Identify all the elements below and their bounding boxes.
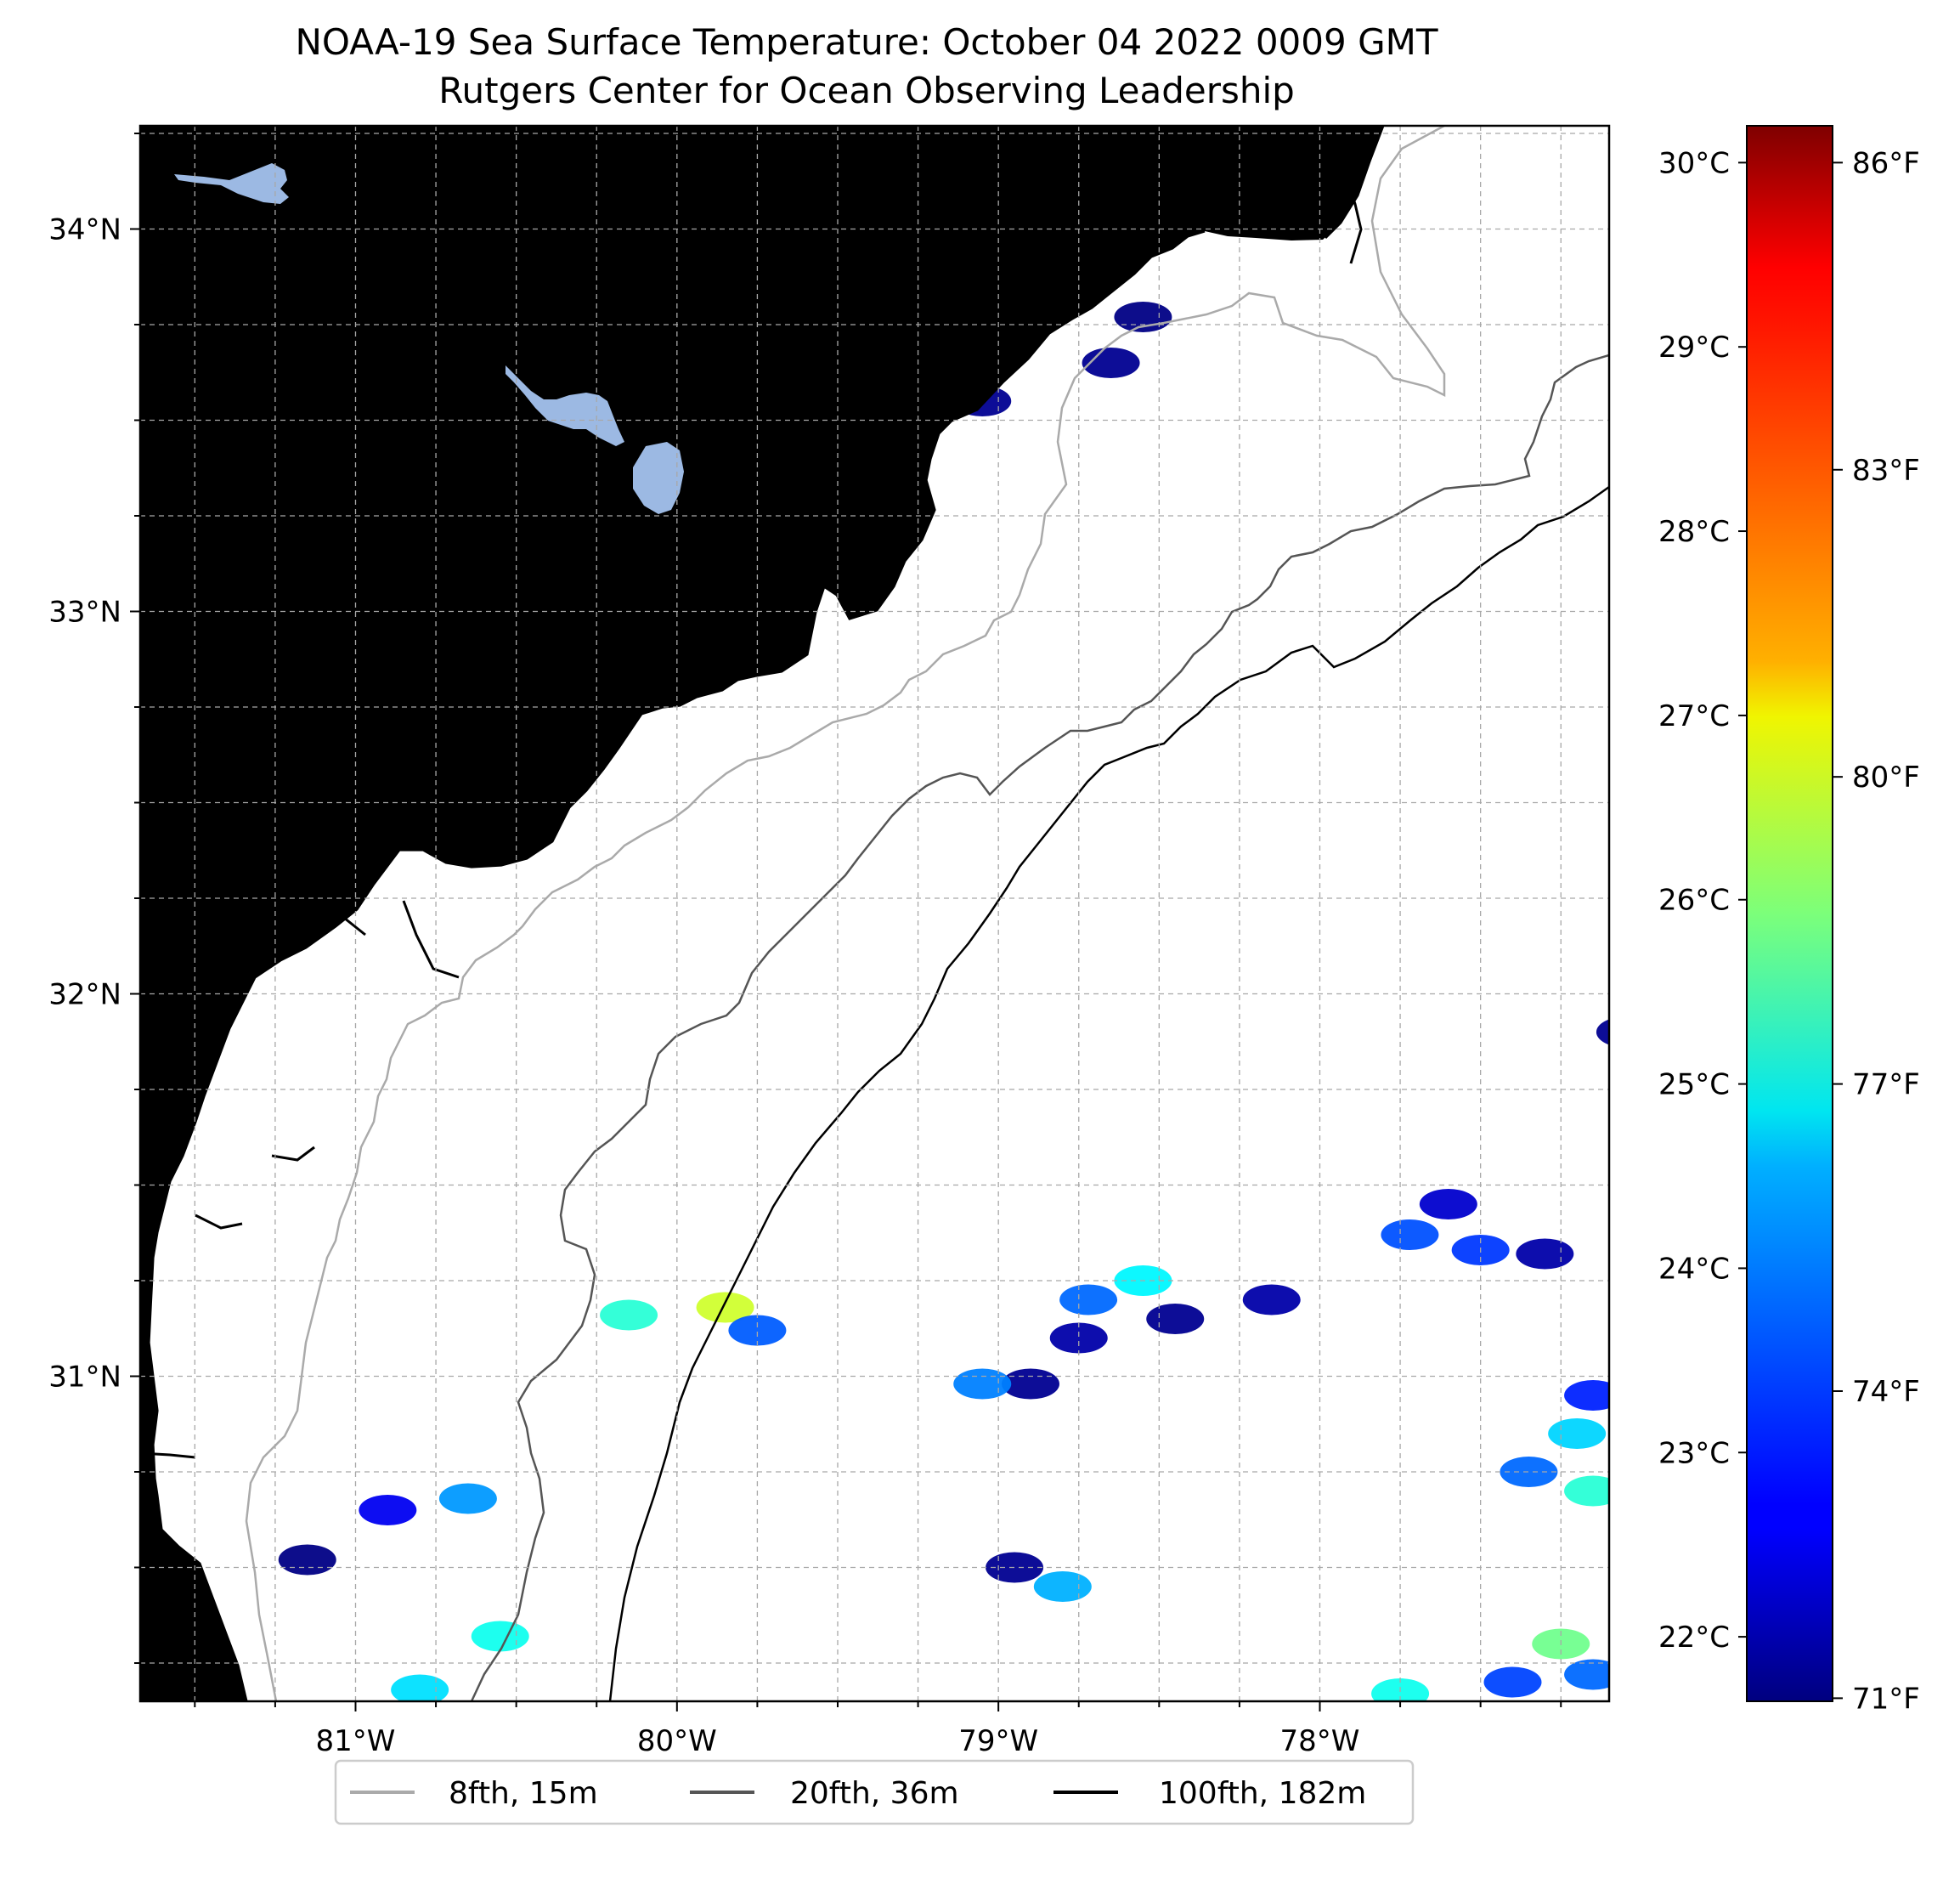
sst-patch (438, 1483, 497, 1514)
celsius-tick-label: 25°C (1658, 1068, 1730, 1102)
fahrenheit-tick-label: 71°F (1852, 1682, 1920, 1716)
fahrenheit-tick-label: 74°F (1852, 1375, 1920, 1409)
lat-tick-label: 33°N (48, 596, 121, 630)
isobath-36m (470, 354, 1609, 1701)
lat-tick-label: 34°N (48, 213, 121, 247)
lon-tick-label: 78°W (1280, 1724, 1360, 1758)
sst-patch (986, 1552, 1044, 1583)
sst-patch (1146, 1304, 1205, 1334)
lake-moultrie (633, 442, 684, 514)
sst-patch (391, 1674, 449, 1701)
title-line-1: NOAA-19 Sea Surface Temperature: October… (295, 21, 1438, 63)
fahrenheit-tick-label: 77°F (1852, 1068, 1920, 1102)
legend-label-182m: 100fth, 182m (1159, 1776, 1366, 1811)
sst-patch (1381, 1219, 1439, 1250)
map-area (140, 126, 1609, 1701)
lat-tick-label: 31°N (48, 1361, 121, 1395)
colorbar-fahrenheit-ticks: 86°F 83°F 80°F 77°F 74°F 71°F (1833, 146, 1920, 1716)
longitude-labels: 81°W 80°W 79°W 78°W (316, 1724, 1360, 1758)
fahrenheit-tick-label: 83°F (1852, 454, 1920, 488)
isobath-legend: 8fth, 15m 20fth, 36m 100fth, 182m (334, 1759, 1415, 1825)
sst-patch (1516, 1238, 1574, 1270)
celsius-tick-label: 24°C (1658, 1252, 1730, 1286)
celsius-tick-label: 30°C (1658, 146, 1730, 180)
map-gridlines (130, 126, 1609, 1711)
celsius-tick-label: 28°C (1658, 515, 1730, 549)
celsius-tick-label: 29°C (1658, 331, 1730, 365)
sst-patch (1049, 1322, 1108, 1354)
celsius-tick-label: 27°C (1658, 699, 1730, 733)
sst-patch (1419, 1189, 1477, 1219)
sst-patch (1548, 1418, 1607, 1449)
colorbar: 30°C 29°C 28°C 27°C 26°C 25°C 24°C 23°C 22°C 86°… (1658, 125, 1920, 1716)
colorbar-frame (1746, 125, 1833, 1702)
colorbar-celsius-ticks: 30°C 29°C 28°C 27°C 26°C 25°C 24°C 23°C 22°C (1658, 146, 1747, 1655)
sst-patch (278, 1544, 336, 1576)
lake-marion (506, 365, 624, 446)
lake-north (174, 163, 289, 204)
sst-patch (1483, 1666, 1542, 1698)
colorbar-gradient (1747, 126, 1833, 1701)
sst-patch (953, 1368, 1012, 1400)
sst-patch (1001, 1368, 1059, 1400)
latitude-labels: 34°N 33°N 32°N 31°N (48, 213, 121, 1395)
lon-tick-label: 81°W (316, 1724, 396, 1758)
sst-patch (471, 1621, 529, 1652)
celsius-tick-label: 23°C (1658, 1436, 1730, 1470)
legend-box (334, 1759, 1415, 1825)
sst-patch (1564, 1380, 1609, 1411)
title-line-2: Rutgers Center for Ocean Observing Leade… (438, 70, 1295, 111)
sst-patch (1500, 1457, 1558, 1487)
isobath-182m (608, 485, 1609, 1701)
map-frame (138, 124, 1611, 1703)
sst-patch (1242, 1284, 1301, 1315)
land-mass (140, 126, 1383, 1701)
sst-patch (1564, 1475, 1609, 1507)
coastline (147, 229, 1206, 1701)
legend-label-15m: 8fth, 15m (449, 1776, 598, 1811)
lon-tick-label: 79°W (958, 1724, 1038, 1758)
lon-tick-label: 80°W (637, 1724, 717, 1758)
celsius-tick-label: 22°C (1658, 1621, 1730, 1655)
sst-patch (696, 1292, 754, 1323)
sst-patch (1564, 1659, 1609, 1690)
lat-tick-label: 32°N (48, 978, 121, 1012)
celsius-tick-label: 26°C (1658, 884, 1730, 918)
legend-label-36m: 20fth, 36m (790, 1776, 959, 1811)
sst-patch (728, 1315, 787, 1346)
isobath-15m (245, 126, 1446, 1701)
sst-patch (1059, 1284, 1118, 1315)
sst-patch (359, 1495, 417, 1525)
sst-patch (1033, 1571, 1092, 1602)
sst-patch (1596, 1019, 1609, 1045)
sst-patch (1114, 302, 1172, 332)
fahrenheit-tick-label: 86°F (1852, 146, 1920, 180)
fahrenheit-tick-label: 80°F (1852, 761, 1920, 795)
sst-patch (600, 1299, 658, 1331)
